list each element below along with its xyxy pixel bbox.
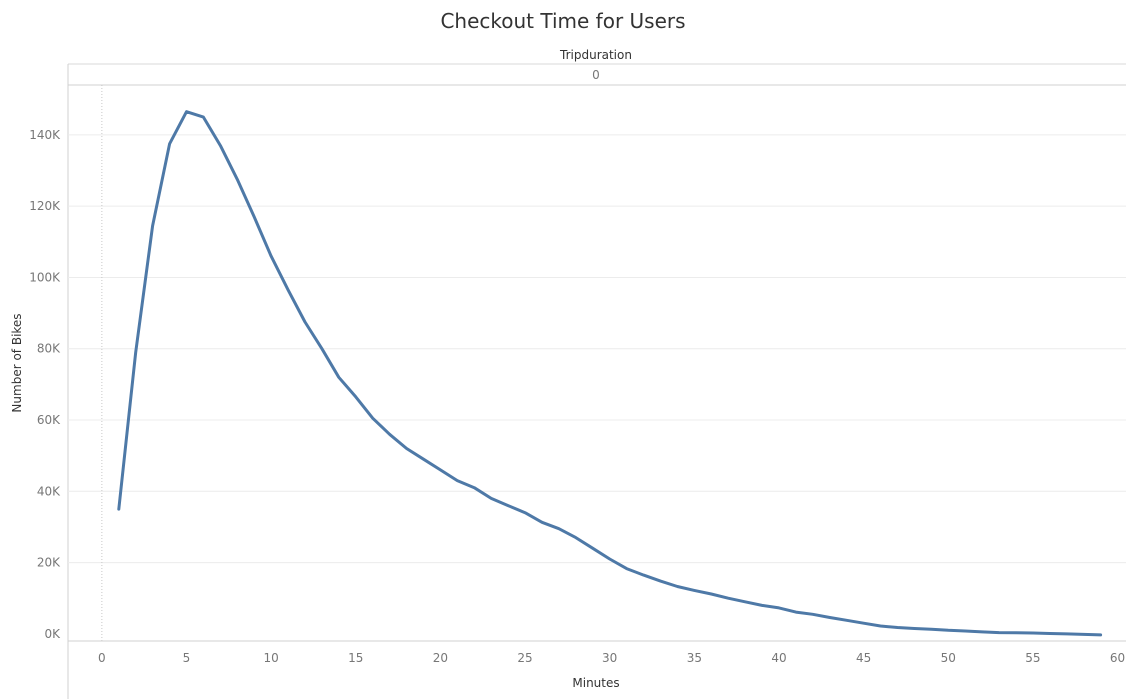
x-axis-ticks: 0 5 10 15 20 25 30 35 40 45 50 55 60: [98, 651, 1125, 665]
y-tick-label: 40K: [37, 484, 61, 498]
x-tick-label: 35: [687, 651, 702, 665]
x-tick-label: 0: [98, 651, 106, 665]
y-tick-label: 20K: [37, 556, 61, 570]
x-axis-title: Minutes: [572, 676, 619, 690]
x-tick-label: 40: [771, 651, 786, 665]
y-axis-ticks: 0K 20K 40K 60K 80K 100K 120K 140K: [29, 128, 61, 641]
x-tick-label: 10: [263, 651, 278, 665]
column-header-value: 0: [592, 68, 600, 82]
x-tick-label: 55: [1025, 651, 1040, 665]
x-tick-label: 25: [517, 651, 532, 665]
y-tick-label: 0K: [44, 627, 61, 641]
x-tick-label: 50: [941, 651, 956, 665]
y-tick-label: 120K: [29, 199, 61, 213]
x-tick-label: 45: [856, 651, 871, 665]
x-tick-label: 5: [183, 651, 191, 665]
y-tick-label: 60K: [37, 413, 61, 427]
series-line: [117, 110, 1103, 637]
x-tick-label: 30: [602, 651, 617, 665]
y-tick-label: 80K: [37, 342, 61, 356]
x-tick-label: 60: [1110, 651, 1125, 665]
column-header: Tripduration: [559, 48, 632, 62]
y-axis-title: Number of Bikes: [10, 313, 24, 412]
gridlines: [68, 134, 1126, 564]
x-tick-label: 15: [348, 651, 363, 665]
x-tick-label: 20: [433, 651, 448, 665]
y-tick-label: 100K: [29, 270, 61, 284]
chart-title: Checkout Time for Users: [440, 9, 685, 33]
y-tick-label: 140K: [29, 128, 61, 142]
